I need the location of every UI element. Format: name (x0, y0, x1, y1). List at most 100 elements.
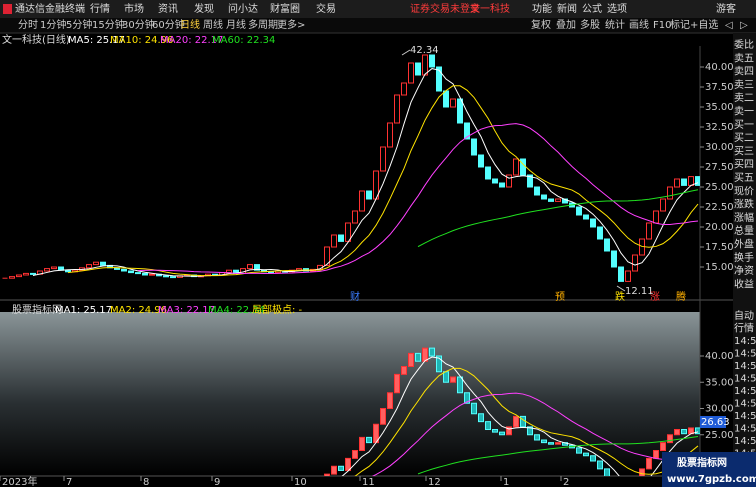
candle (366, 190, 372, 200)
watermark-bg (662, 452, 756, 487)
candle (142, 272, 148, 276)
period-button[interactable]: 日线 (180, 18, 200, 31)
main-plot (2, 54, 700, 282)
tick-time: 14:50 (734, 349, 756, 360)
menu-item[interactable]: 市场 (124, 2, 144, 15)
menu-item[interactable]: 行情 (90, 2, 110, 15)
quote-label: 涨跌 (734, 198, 754, 211)
period-button[interactable]: 15分钟 (92, 18, 125, 31)
candle (324, 246, 330, 266)
candle (338, 465, 344, 471)
candle (471, 138, 477, 156)
candle (268, 271, 274, 274)
low-label: 12.11 (625, 286, 654, 297)
tool-button[interactable]: 叠加 (556, 19, 576, 31)
candle (681, 429, 687, 435)
candle (464, 122, 470, 140)
x-tick-label: 9 (214, 477, 220, 487)
candle (93, 261, 99, 266)
candle (527, 174, 533, 188)
period-button[interactable]: 月线 (226, 18, 246, 31)
quote-label: 涨幅 (734, 211, 754, 224)
quote-label: 卖二 (734, 92, 754, 104)
candle (387, 122, 393, 148)
y-tick-label: 32.50 (705, 122, 734, 133)
menu-item[interactable]: 公式 (582, 2, 602, 15)
candle (541, 439, 547, 444)
candle (149, 273, 155, 276)
candle (436, 355, 442, 373)
tool-button[interactable]: 统计 (605, 18, 625, 31)
candle (464, 392, 470, 404)
candle (450, 376, 456, 383)
menu-item[interactable]: 资讯 (158, 3, 178, 15)
candle (667, 434, 673, 444)
event-marker: 财 (350, 290, 360, 303)
menu-item[interactable]: 新闻 (557, 2, 577, 15)
candle (478, 413, 484, 423)
candle (555, 442, 561, 445)
period-button[interactable]: 周线 (203, 18, 223, 31)
next-button[interactable]: ▷ (740, 20, 748, 31)
period-button[interactable]: 更多> (277, 18, 305, 31)
menu-item[interactable]: 功能 (532, 2, 552, 15)
logo (3, 4, 12, 14)
candle (506, 174, 512, 188)
menu-item[interactable]: 问小达 (228, 2, 258, 15)
candle (366, 436, 372, 444)
tool-button[interactable]: +自选 (690, 18, 718, 31)
title-bar (0, 0, 756, 18)
prev-button[interactable]: ◁ (725, 20, 733, 31)
candle (394, 373, 400, 394)
tool-button[interactable]: 多股 (580, 18, 600, 31)
tick-time: 14:50 (734, 386, 756, 397)
menu-item[interactable]: 财富圈 (270, 2, 300, 15)
period-button[interactable]: 30分钟 (122, 18, 155, 31)
quote-label: 换手 (734, 251, 754, 264)
y-tick-label: 35.00 (705, 377, 734, 388)
ma-line (341, 356, 699, 476)
candle (520, 158, 526, 176)
y-tick-label: 40.00 (705, 351, 734, 362)
quote-label: 外盘 (734, 238, 754, 251)
candle (667, 186, 673, 200)
menu-item[interactable]: 交易 (316, 2, 336, 15)
candle (674, 178, 680, 188)
x-tick-label: 11 (362, 477, 375, 487)
ma-label: 局部极点: - (252, 303, 303, 316)
candle (681, 178, 687, 186)
y-tick-label: 30.00 (705, 404, 734, 415)
indicator-bg (0, 312, 700, 476)
tool-button[interactable]: 标记 (670, 19, 690, 31)
ma-label: MA1: 25.17 (55, 305, 112, 316)
candle (492, 429, 498, 433)
period-button[interactable]: 5分钟 (66, 18, 92, 31)
y-tick-label: 27.50 (705, 162, 734, 173)
candle (597, 226, 603, 240)
candle (625, 270, 631, 282)
ma-label: MA4: 22.34 (208, 305, 265, 316)
quote-label: 买四 (734, 159, 754, 171)
ma-line (417, 436, 699, 475)
candle (485, 421, 491, 430)
period-button[interactable]: 分时 (18, 19, 38, 31)
menu-item[interactable]: 发现 (194, 2, 214, 15)
quote-label: 卖一 (734, 106, 754, 118)
period-button[interactable]: 1分钟 (40, 18, 66, 31)
candle (170, 276, 176, 279)
quote-label: 买三 (734, 145, 754, 157)
tool-button[interactable]: 复权 (531, 18, 551, 31)
period-button[interactable]: 多周期 (248, 18, 278, 31)
period-button[interactable]: 60分钟 (152, 18, 185, 31)
tool-button[interactable]: F10 (653, 20, 671, 31)
candle (660, 198, 666, 212)
candle (612, 477, 617, 487)
menu-item[interactable]: 选项 (607, 2, 627, 15)
candle (135, 272, 141, 275)
stock-name: 文一科技 (470, 2, 510, 15)
tool-button[interactable]: 画线 (629, 18, 649, 31)
candle (653, 450, 659, 459)
y-tick-label: 37.50 (705, 82, 734, 93)
ma-label: MA10: 24.96 (110, 35, 173, 46)
tick-time: 14:50 (734, 436, 756, 447)
